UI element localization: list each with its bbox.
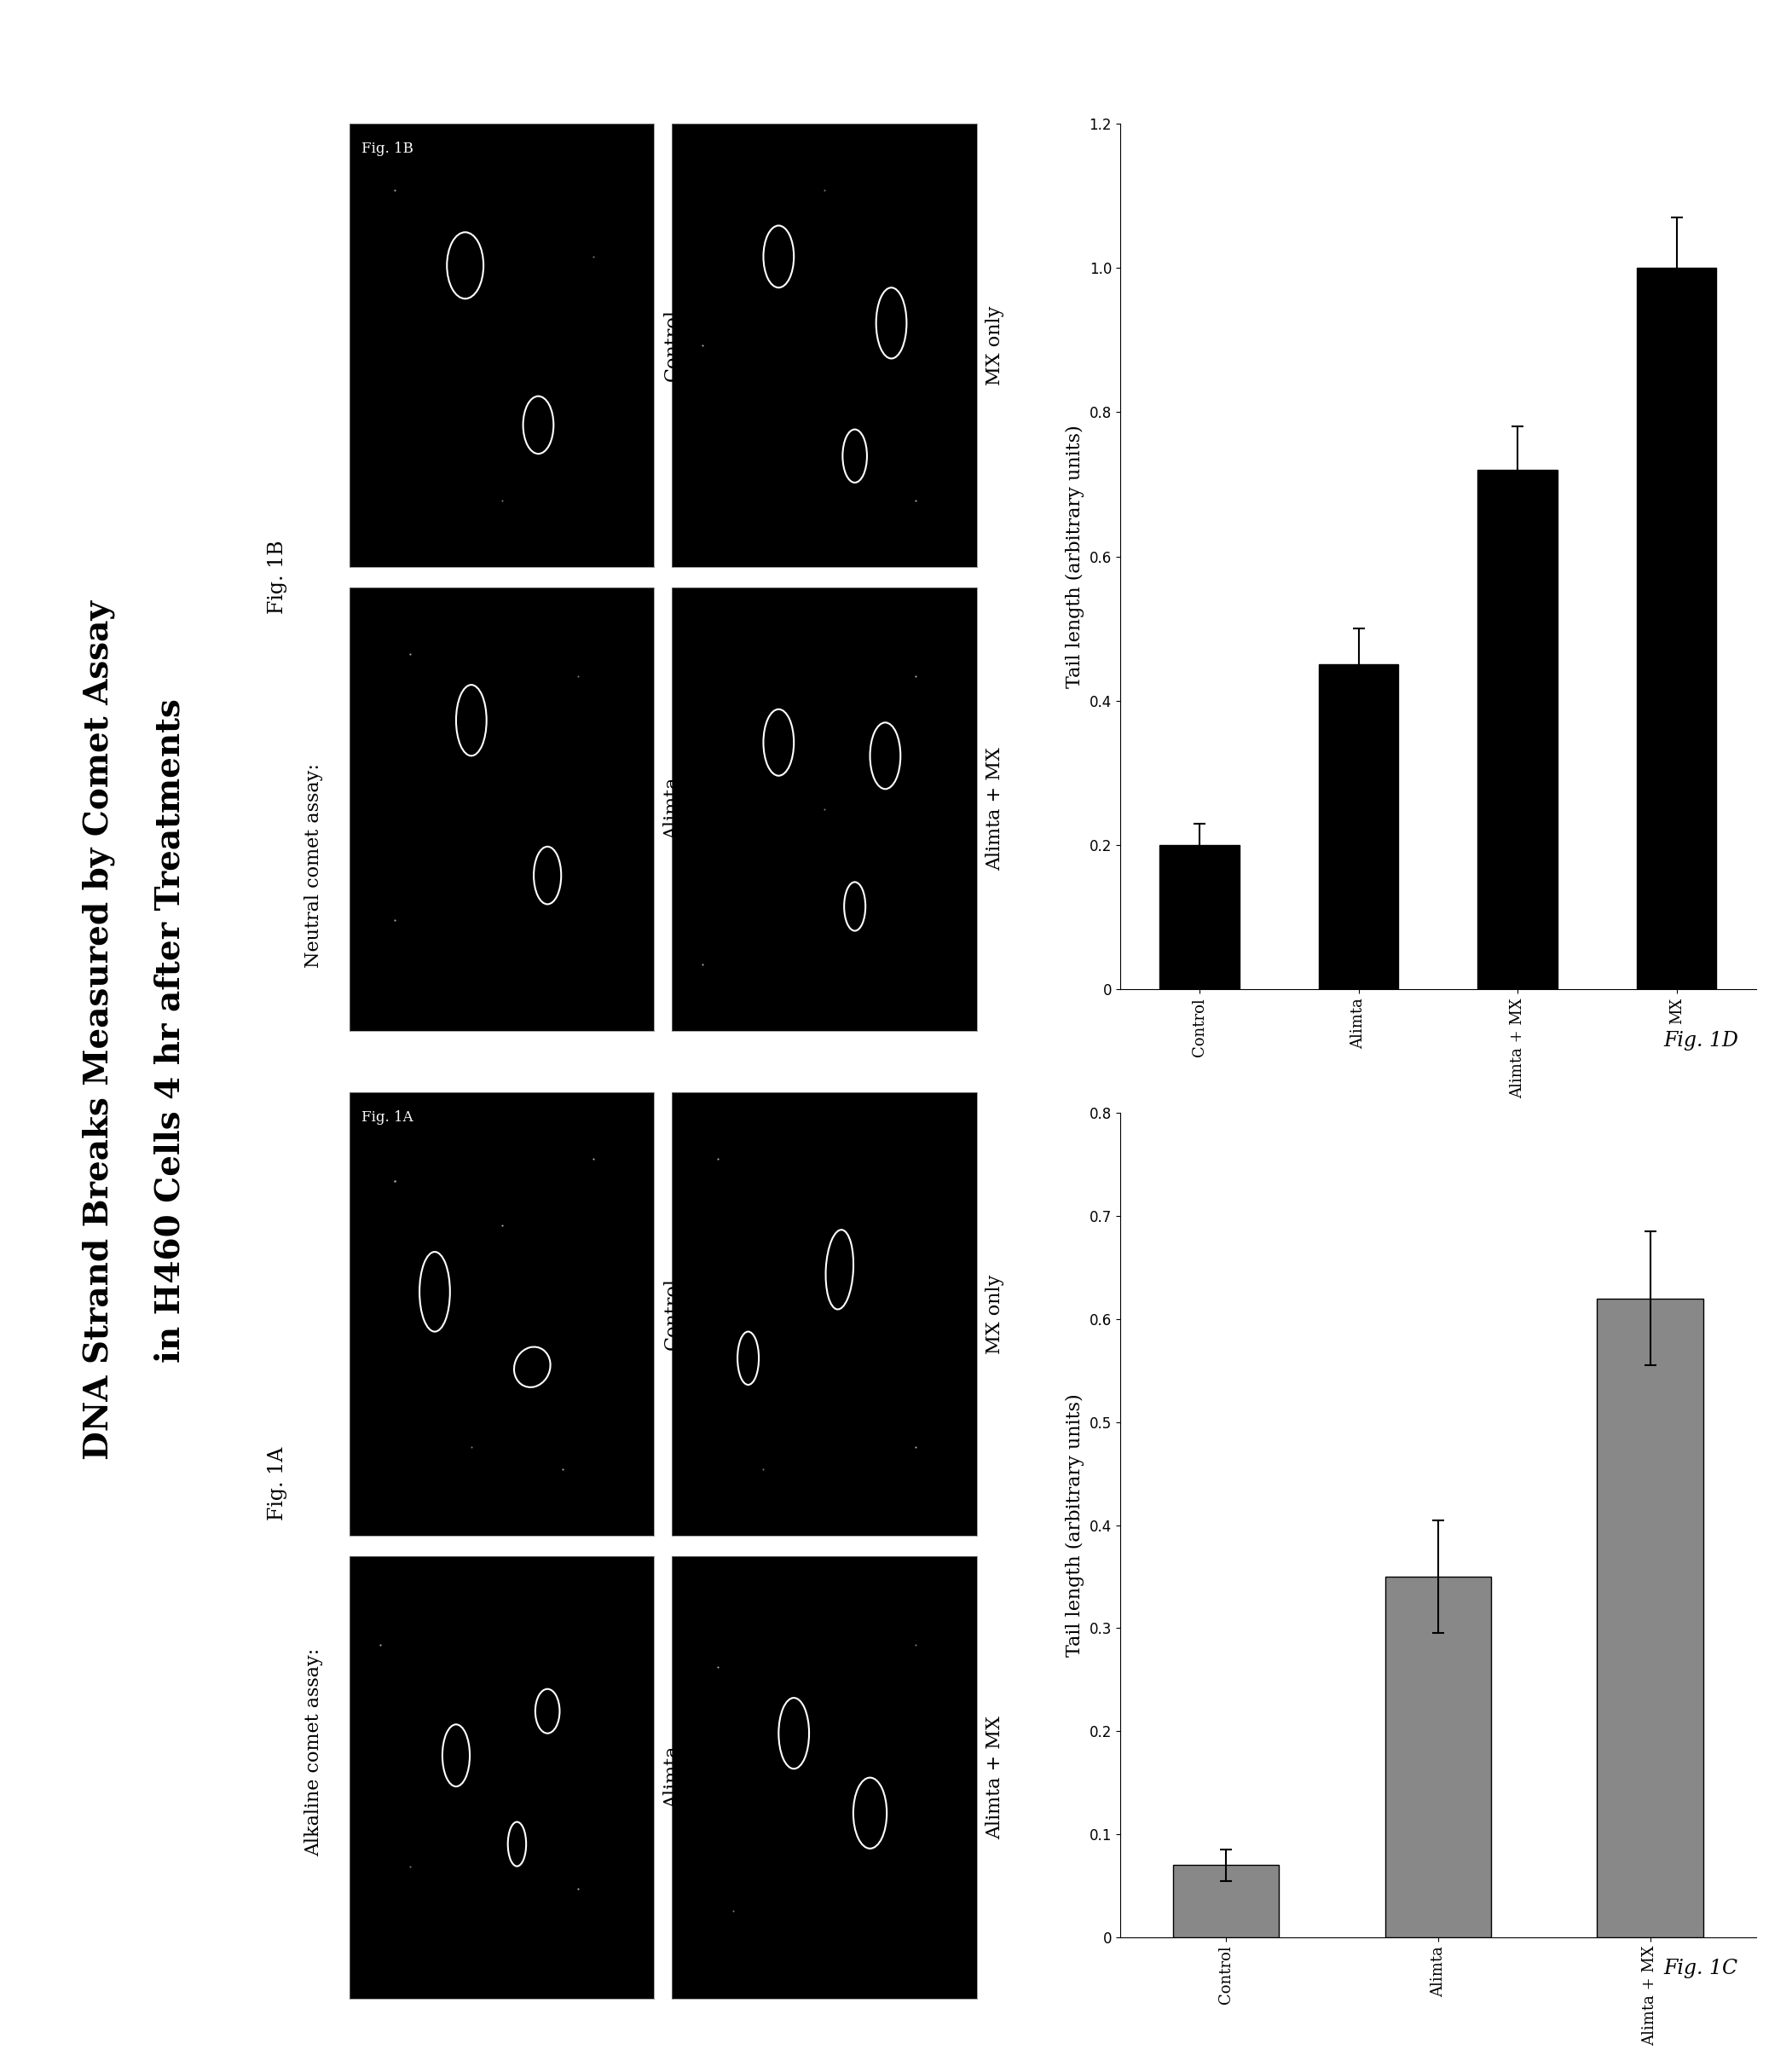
Text: Neutral comet assay:: Neutral comet assay: xyxy=(305,763,323,969)
Text: Fig. 1C: Fig. 1C xyxy=(1665,1958,1738,1979)
Text: Control: Control xyxy=(663,309,681,381)
Text: Alimta + MX: Alimta + MX xyxy=(986,1717,1004,1838)
Text: MX only: MX only xyxy=(986,305,1004,385)
Bar xyxy=(1319,664,1398,989)
Text: Alimta: Alimta xyxy=(663,1746,681,1810)
Bar xyxy=(1385,1577,1491,1937)
Bar xyxy=(1159,845,1240,989)
Text: DNA Strand Breaks Measured by Comet Assay: DNA Strand Breaks Measured by Comet Assa… xyxy=(82,600,115,1461)
Bar xyxy=(1636,268,1717,989)
Y-axis label: Tail length (arbitrary units): Tail length (arbitrary units) xyxy=(1066,425,1084,688)
Text: Fig. 1D: Fig. 1D xyxy=(1663,1030,1738,1051)
Text: Control: Control xyxy=(663,1278,681,1350)
Text: Alkaline comet assay:: Alkaline comet assay: xyxy=(305,1647,323,1857)
Text: MX only: MX only xyxy=(986,1274,1004,1354)
Text: Fig. 1A: Fig. 1A xyxy=(269,1447,287,1521)
Text: Fig. 1B: Fig. 1B xyxy=(269,540,287,614)
Text: Alimta + MX: Alimta + MX xyxy=(986,748,1004,870)
Bar xyxy=(1597,1298,1702,1937)
Text: Fig. 1B: Fig. 1B xyxy=(362,142,414,157)
Bar xyxy=(1478,470,1557,989)
Text: Alimta: Alimta xyxy=(663,777,681,841)
Text: in H460 Cells 4 hr after Treatments: in H460 Cells 4 hr after Treatments xyxy=(154,699,186,1362)
Text: Fig. 1A: Fig. 1A xyxy=(362,1111,414,1125)
Y-axis label: Tail length (arbitrary units): Tail length (arbitrary units) xyxy=(1066,1393,1084,1657)
Bar xyxy=(1174,1865,1279,1937)
